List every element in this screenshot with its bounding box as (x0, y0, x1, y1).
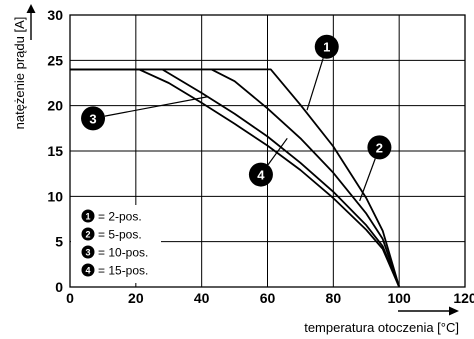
callout-leader-4 (267, 137, 288, 166)
x-axis-label: temperatura otoczenia [°C] (304, 320, 459, 335)
series-line-2 (70, 68, 401, 288)
y-tick-label: 10 (47, 188, 63, 204)
callout-badge-4 (248, 162, 273, 187)
series-line-4 (70, 68, 401, 288)
y-tick-label: 15 (47, 143, 63, 159)
legend-badge-1 (81, 209, 95, 223)
callout-number-2: 2 (376, 140, 383, 155)
legend-entry-label: = 15-pos. (98, 264, 148, 278)
legend-badge-3 (81, 245, 95, 259)
legend-badge-number: 2 (85, 229, 90, 239)
y-axis-arrow-head (26, 4, 36, 13)
legend-entry-label: = 10-pos. (98, 246, 148, 260)
x-tick-label: 40 (194, 290, 210, 306)
series-line-3 (70, 68, 401, 288)
x-tick-label: 120 (453, 290, 474, 306)
legend-entry-label: = 2-pos. (98, 210, 142, 224)
callout-leader-3 (104, 96, 209, 117)
legend-badge-number: 3 (85, 247, 90, 257)
callout-leader-1 (306, 58, 324, 111)
legend-badge-number: 4 (85, 265, 90, 275)
y-tick-label: 25 (47, 52, 63, 68)
y-tick-label: 20 (47, 98, 63, 114)
legend-badge-number: 1 (85, 211, 90, 221)
callout-badge-3 (81, 106, 106, 131)
x-tick-label: 60 (260, 290, 276, 306)
x-tick-label: 20 (128, 290, 144, 306)
y-axis-label: natężenie prądu [A] (12, 17, 27, 130)
series-line-1 (70, 68, 401, 288)
callout-number-1: 1 (323, 40, 330, 55)
axes: 0 20 40 60 80 100 120 0 5 10 15 20 25 30 (26, 4, 474, 316)
y-tick-label: 5 (55, 234, 63, 250)
legend-badge-2 (81, 227, 95, 241)
callout-leader-2 (359, 158, 376, 202)
legend: 1 = 2-pos. 2 = 5-pos. 3 = 10-pos. 4 = 15-pos. (71, 205, 161, 283)
series-lines (70, 68, 401, 288)
x-tick-label: 0 (66, 290, 74, 306)
x-tick-label: 80 (326, 290, 342, 306)
series-callouts: 1 2 3 4 (81, 34, 392, 202)
x-axis-arrow-head (449, 306, 459, 316)
callout-number-3: 3 (89, 111, 96, 126)
legend-entry-label: = 5-pos. (98, 228, 142, 242)
legend-badge-4 (81, 263, 95, 277)
callout-badge-1 (314, 34, 339, 59)
callout-badge-2 (367, 135, 392, 160)
callout-number-4: 4 (257, 168, 265, 183)
y-tick-label: 0 (55, 279, 63, 295)
x-tick-label: 100 (387, 290, 411, 306)
y-tick-label: 30 (47, 7, 63, 23)
